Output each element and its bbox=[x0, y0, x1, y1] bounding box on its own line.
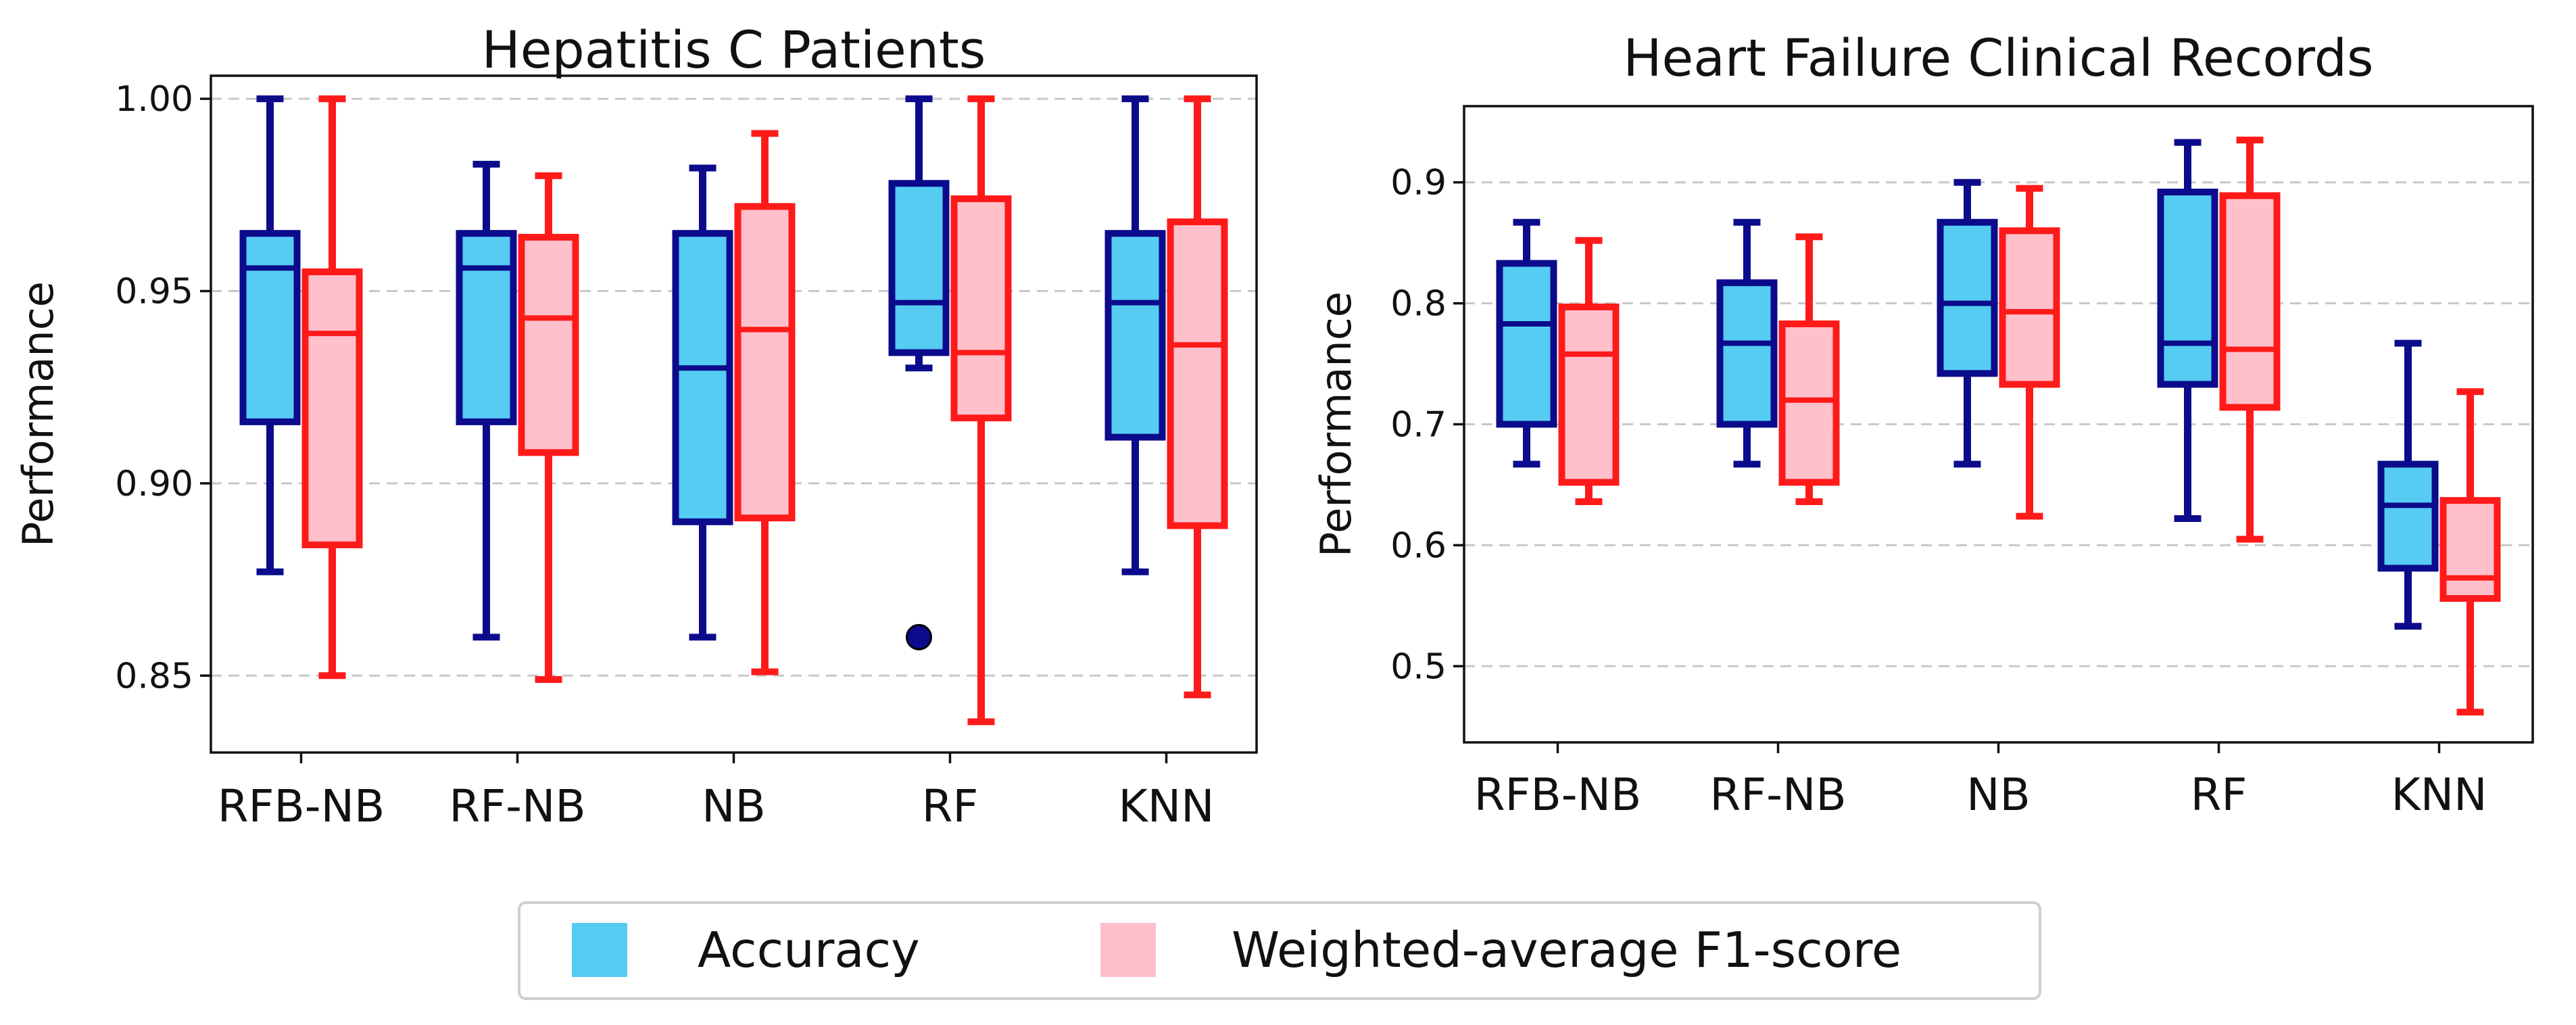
f1-box-nb bbox=[1999, 185, 2060, 520]
iqr-box bbox=[1558, 303, 1620, 486]
y-tick-label: 0.6 bbox=[1390, 525, 1447, 566]
x-tick-label: RF-NB bbox=[449, 780, 585, 832]
iqr-box bbox=[1999, 227, 2060, 388]
iqr-box bbox=[2219, 192, 2281, 411]
accuracy-box-nb bbox=[672, 164, 733, 641]
iqr-box bbox=[734, 203, 796, 522]
x-tick-label: NB bbox=[702, 780, 766, 832]
accuracy-box-rf-nb bbox=[456, 160, 517, 641]
chart-heart-failure: 0.5 0.6 0.7 0.8 0.9 Heart Failure Clinical Re… bbox=[1311, 28, 2534, 821]
x-tick-label: KNN bbox=[2391, 769, 2487, 821]
y-tick-label: 0.5 bbox=[1390, 646, 1447, 687]
legend-label-f1: Weighted-average F1-score bbox=[1232, 922, 1901, 978]
y-tick-label: 0.95 bbox=[115, 272, 193, 312]
chart-title: Heart Failure Clinical Records bbox=[1623, 28, 2373, 88]
y-tick-label: 1.00 bbox=[115, 79, 193, 120]
legend-frame bbox=[518, 901, 2041, 1000]
iqr-box bbox=[1778, 320, 1840, 486]
legend: Accuracy Weighted-average F1-score bbox=[518, 901, 2041, 1000]
accuracy-box-nb bbox=[1937, 178, 1998, 468]
f1-box-knn bbox=[1167, 95, 1228, 698]
f1-box-rf-nb bbox=[518, 172, 579, 683]
f1-box-knn bbox=[2439, 388, 2501, 716]
f1-box-rfb-nb bbox=[301, 95, 363, 680]
legend-swatch-accuracy bbox=[572, 923, 627, 977]
chart-hepatitis-c: 0.85 0.90 0.95 1.00 Hepatitis C Patients Perf… bbox=[14, 20, 1258, 832]
iqr-box bbox=[1937, 218, 1998, 377]
y-tick-label: 0.90 bbox=[115, 464, 193, 504]
iqr-box bbox=[2157, 189, 2218, 388]
f1-box-rf bbox=[950, 95, 1012, 725]
f1-box-nb bbox=[734, 130, 796, 675]
x-tick-label: RF-NB bbox=[1709, 769, 1846, 821]
x-tick-label: RFB-NB bbox=[1474, 769, 1642, 821]
accuracy-box-rf-nb bbox=[1716, 218, 1778, 468]
iqr-box bbox=[1716, 279, 1778, 428]
y-axis-label: Performance bbox=[1311, 291, 1361, 557]
f1-box-rfb-nb bbox=[1558, 237, 1620, 505]
iqr-box bbox=[1496, 260, 1557, 428]
y-tick-label: 0.8 bbox=[1390, 284, 1447, 325]
x-tick-label: RF bbox=[2191, 769, 2247, 821]
y-tick-label: 0.9 bbox=[1390, 163, 1447, 204]
accuracy-box-rfb-nb bbox=[1496, 218, 1557, 468]
y-tick-label: 0.85 bbox=[115, 656, 193, 696]
f1-box-rf-nb bbox=[1778, 233, 1840, 505]
iqr-box bbox=[456, 230, 517, 425]
x-tick-label: NB bbox=[1966, 769, 2031, 821]
accuracy-box-knn bbox=[2377, 339, 2439, 630]
chart-title: Hepatitis C Patients bbox=[482, 20, 986, 80]
iqr-box bbox=[2377, 460, 2439, 572]
plot-frame bbox=[210, 74, 1258, 754]
iqr-box bbox=[672, 230, 733, 525]
legend-swatch-f1 bbox=[1100, 923, 1156, 977]
outlier-point bbox=[906, 623, 932, 650]
accuracy-box-rf bbox=[2157, 139, 2218, 523]
iqr-box bbox=[239, 230, 301, 425]
iqr-box bbox=[2439, 497, 2501, 602]
iqr-box bbox=[950, 195, 1012, 422]
accuracy-box-rfb-nb bbox=[239, 95, 301, 575]
iqr-box bbox=[518, 233, 579, 456]
x-tick-label: RFB-NB bbox=[218, 780, 385, 832]
iqr-box bbox=[1104, 230, 1166, 441]
y-tick-label: 0.7 bbox=[1390, 405, 1447, 446]
y-axis-label: Performance bbox=[14, 281, 63, 547]
accuracy-box-rf bbox=[888, 95, 950, 650]
iqr-box bbox=[301, 268, 363, 548]
f1-box-rf bbox=[2219, 137, 2281, 543]
accuracy-box-knn bbox=[1104, 95, 1166, 575]
iqr-box bbox=[1167, 218, 1228, 529]
x-tick-label: RF bbox=[922, 780, 979, 832]
iqr-box bbox=[888, 180, 950, 356]
legend-label-accuracy: Accuracy bbox=[698, 922, 920, 978]
x-tick-label: KNN bbox=[1118, 780, 1214, 832]
